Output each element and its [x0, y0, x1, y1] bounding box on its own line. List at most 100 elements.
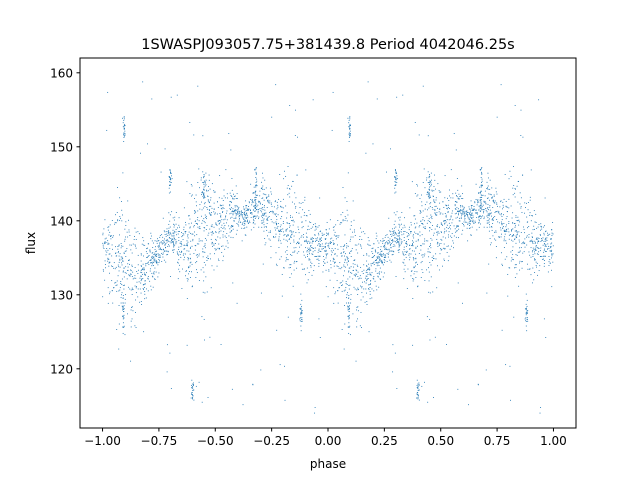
data-point — [460, 210, 462, 212]
data-point — [520, 197, 522, 199]
data-point — [548, 261, 550, 263]
data-point — [293, 221, 295, 223]
data-point — [120, 294, 122, 296]
data-point — [456, 226, 458, 228]
data-point — [203, 180, 205, 182]
data-point — [122, 326, 124, 328]
data-point — [346, 297, 347, 299]
data-point — [398, 233, 400, 235]
data-point — [551, 286, 553, 288]
data-point — [115, 246, 116, 248]
data-point — [515, 215, 517, 217]
data-point — [510, 175, 512, 177]
data-point — [216, 201, 218, 203]
data-point — [142, 237, 144, 239]
data-point — [211, 241, 213, 243]
data-point — [338, 287, 340, 289]
data-point — [203, 176, 205, 178]
data-point — [140, 254, 142, 256]
data-point — [262, 209, 264, 211]
data-point — [415, 261, 417, 263]
data-point — [349, 135, 350, 137]
data-point — [299, 207, 301, 209]
data-point — [309, 259, 311, 261]
data-point — [373, 264, 375, 266]
data-point — [380, 251, 382, 252]
data-point — [478, 192, 480, 194]
data-point — [421, 385, 423, 387]
data-point — [384, 245, 386, 247]
data-point — [145, 274, 147, 276]
data-point — [108, 258, 110, 260]
data-point — [526, 312, 527, 314]
data-point — [206, 208, 208, 210]
data-point — [428, 184, 430, 185]
data-point — [360, 244, 361, 246]
data-point — [144, 283, 146, 285]
data-point — [543, 258, 544, 260]
data-point — [269, 211, 271, 212]
data-point — [356, 244, 358, 246]
data-point — [213, 191, 215, 193]
data-point — [209, 228, 211, 230]
data-point — [512, 253, 514, 255]
data-point — [289, 225, 291, 227]
data-point — [140, 301, 142, 303]
data-point — [188, 231, 190, 233]
data-point — [202, 256, 204, 258]
data-point — [162, 256, 164, 258]
data-point — [286, 222, 288, 224]
data-point — [254, 169, 256, 171]
data-point — [377, 261, 379, 263]
data-point — [201, 222, 203, 224]
data-point — [148, 243, 150, 245]
data-point — [122, 306, 124, 307]
data-point — [143, 289, 145, 291]
data-point — [376, 272, 378, 274]
data-point — [550, 238, 552, 240]
data-point — [365, 282, 367, 284]
data-point — [545, 250, 547, 252]
data-point — [376, 98, 378, 100]
data-point — [300, 307, 302, 309]
data-point — [206, 291, 208, 293]
data-point — [401, 241, 403, 243]
data-point — [456, 230, 458, 232]
data-point — [224, 235, 226, 237]
data-point — [438, 232, 440, 234]
data-point — [190, 184, 192, 185]
data-point — [129, 275, 131, 277]
data-point — [421, 222, 423, 224]
data-point — [456, 230, 458, 231]
data-point — [315, 241, 316, 242]
data-point — [478, 219, 480, 221]
data-point — [353, 266, 355, 268]
data-point — [207, 190, 209, 192]
data-point — [475, 212, 477, 214]
data-point — [118, 348, 120, 350]
data-point — [222, 200, 224, 201]
data-point — [403, 231, 405, 232]
data-point — [209, 214, 211, 215]
data-point — [203, 318, 205, 320]
data-point — [152, 247, 154, 249]
data-point — [361, 287, 363, 289]
data-point — [430, 264, 432, 266]
data-point — [525, 325, 527, 327]
data-point — [211, 242, 213, 244]
data-point — [414, 271, 416, 272]
data-point — [151, 275, 153, 277]
data-point — [370, 265, 372, 267]
data-point — [412, 235, 414, 237]
data-point — [224, 218, 226, 220]
data-point — [169, 232, 171, 234]
data-point — [122, 316, 124, 318]
data-point — [169, 177, 171, 179]
data-point — [304, 241, 306, 243]
data-point — [265, 215, 267, 217]
data-point — [458, 210, 460, 212]
data-point — [211, 226, 213, 228]
data-point — [388, 252, 390, 254]
data-point — [129, 273, 131, 275]
data-point — [170, 96, 172, 98]
